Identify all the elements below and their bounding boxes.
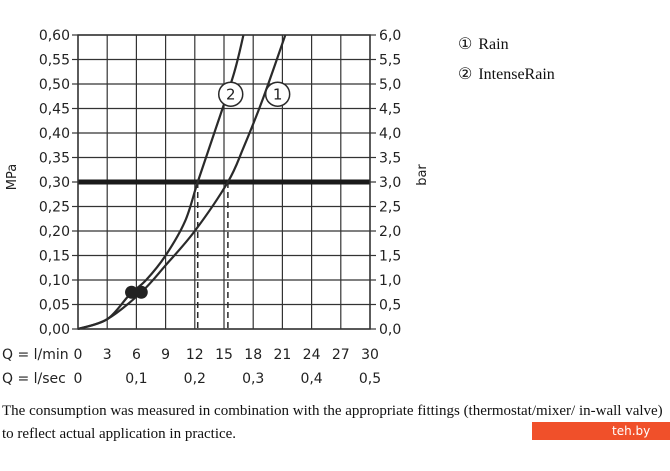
y-right-tick-label: 6,0	[379, 28, 401, 44]
x-row2-axis-title: Q = l/sec	[2, 371, 66, 387]
y-right-tick-label: 0,0	[379, 322, 401, 338]
x-row1-axis-title: Q = l/min	[2, 347, 69, 363]
caption-text: The consumption was measured in combinat…	[2, 403, 663, 442]
plot-frame	[77, 34, 371, 330]
y-left-tick-label: 0,30	[39, 175, 70, 191]
x-row1-tick-label: 24	[303, 347, 321, 363]
x-row1-tick-label: 21	[273, 347, 291, 363]
y-left-tick-label: 0,20	[39, 224, 70, 240]
y-right-tick-label: 5,0	[379, 77, 401, 93]
y-right-tick-label: 4,0	[379, 126, 401, 142]
legend-marker-1: ①	[458, 36, 473, 53]
y-right-tick-label: 1,5	[379, 249, 401, 265]
x-row2-tick-label: 0,5	[359, 371, 381, 387]
legend-marker-2: ②	[458, 66, 473, 83]
x-row1-tick-label: 0	[74, 347, 83, 363]
y-right-axis-title: bar	[415, 164, 430, 186]
y-left-tick-label: 0,40	[39, 126, 70, 142]
legend-label-intenserain: IntenseRain	[478, 66, 555, 83]
curve-marker-dot	[125, 285, 139, 299]
x-row2-tick-label: 0,1	[125, 371, 147, 387]
series-number-label: 2	[226, 86, 236, 104]
y-right-tick-label: 0,5	[379, 298, 401, 314]
legend-item-rain: ① Rain	[458, 34, 555, 64]
watermark-logo: teh.by	[532, 422, 670, 440]
legend-item-intenserain: ② IntenseRain	[458, 64, 555, 94]
y-left-tick-label: 0,35	[39, 151, 70, 167]
y-right-tick-label: 2,5	[379, 200, 401, 216]
y-left-tick-label: 0,45	[39, 102, 70, 118]
y-right-tick-label: 4,5	[379, 102, 401, 118]
curve-marker-dot	[134, 285, 148, 299]
watermark-text: teh.by	[612, 424, 651, 438]
y-right-tick-label: 2,0	[379, 224, 401, 240]
legend-label-rain: Rain	[478, 36, 509, 53]
y-left-tick-label: 0,05	[39, 298, 70, 314]
x-row1-tick-label: 12	[186, 347, 204, 363]
y-right-tick-label: 3,0	[379, 175, 401, 191]
series-number-badge	[217, 81, 244, 107]
series-number-label: 1	[273, 86, 283, 104]
y-right-tick-label: 1,0	[379, 273, 401, 289]
x-row2-tick-label: 0,3	[242, 371, 264, 387]
x-row1-tick-label: 18	[244, 347, 262, 363]
series-line-rain	[77, 34, 287, 331]
x-row1-tick-label: 3	[103, 347, 112, 363]
y-left-tick-label: 0,15	[39, 249, 70, 265]
y-left-tick-label: 0,25	[39, 200, 70, 216]
x-row1-tick-label: 27	[332, 347, 350, 363]
x-row2-tick-label: 0,2	[184, 371, 206, 387]
legend: ① Rain ② IntenseRain	[458, 34, 555, 94]
y-left-tick-label: 0,50	[39, 77, 70, 93]
y-left-tick-label: 0,55	[39, 53, 70, 69]
y-left-tick-label: 0,00	[39, 322, 70, 338]
x-row2-tick-label: 0,4	[300, 371, 322, 387]
y-right-tick-label: 5,5	[379, 53, 401, 69]
x-row2-tick-label: 0	[74, 371, 83, 387]
x-row1-tick-label: 30	[361, 347, 379, 363]
y-left-axis-title: MPa	[5, 164, 20, 190]
x-row1-tick-label: 9	[161, 347, 170, 363]
y-left-tick-label: 0,10	[39, 273, 70, 289]
y-right-tick-label: 3,5	[379, 151, 401, 167]
x-row1-tick-label: 6	[132, 347, 141, 363]
x-row1-tick-label: 15	[215, 347, 233, 363]
series-number-badge	[264, 81, 291, 107]
y-left-tick-label: 0,60	[39, 28, 70, 44]
